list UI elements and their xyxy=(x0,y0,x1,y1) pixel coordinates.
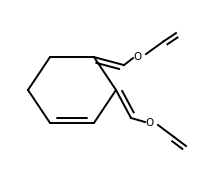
Text: O: O xyxy=(146,118,154,128)
Text: O: O xyxy=(134,52,142,62)
